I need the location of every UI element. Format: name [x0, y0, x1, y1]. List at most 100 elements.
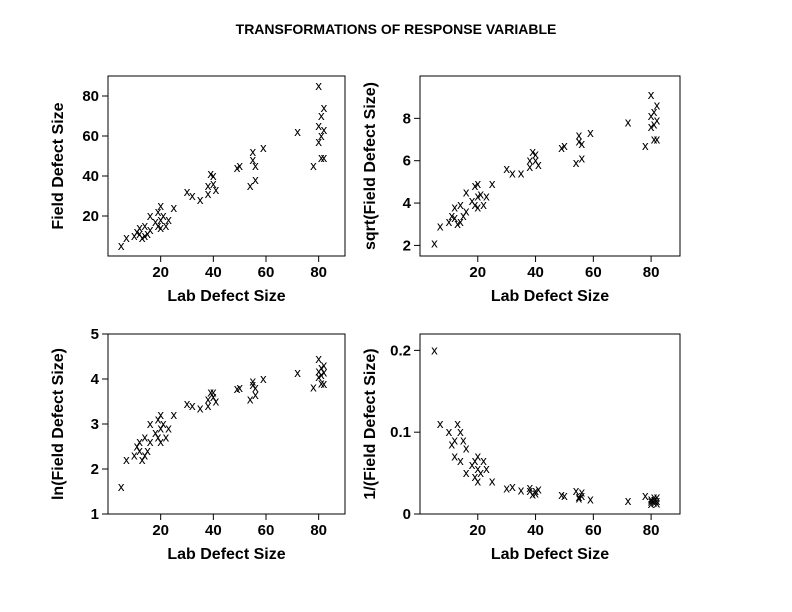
x-tick-label: 20 [469, 522, 486, 539]
x-tick-label: 80 [643, 264, 660, 281]
data-point: x [650, 491, 657, 505]
data-point: x [197, 401, 204, 415]
data-point: x [210, 177, 217, 191]
data-point: x [236, 381, 243, 395]
y-tick-label: 80 [82, 88, 99, 105]
data-point: x [294, 366, 301, 380]
data-point: x [535, 158, 542, 172]
y-tick-label: 60 [82, 128, 99, 145]
data-point: x [529, 145, 536, 159]
data-point: x [503, 482, 510, 496]
data-point: x [653, 133, 660, 147]
data-point: x [454, 217, 461, 231]
data-point: x [471, 198, 478, 212]
x-tick-label: 40 [527, 264, 544, 281]
data-point: x [207, 167, 214, 181]
data-point: x [561, 139, 568, 153]
data-point: x [157, 435, 164, 449]
data-point: x [451, 211, 458, 225]
data-point: x [157, 199, 164, 213]
data-point: x [318, 129, 325, 143]
data-point: x [526, 160, 533, 174]
data-point: x [147, 435, 154, 449]
data-point: x [457, 425, 464, 439]
data-point: x [183, 185, 190, 199]
data-point: x [210, 386, 217, 400]
data-point: x [575, 128, 582, 142]
data-point: x [463, 466, 470, 480]
data-point: x [471, 454, 478, 468]
data-point: x [154, 205, 161, 219]
data-point: x [252, 381, 259, 395]
y-tick-label: 4 [91, 371, 100, 388]
data-point: x [650, 105, 657, 119]
data-point: x [318, 151, 325, 165]
data-point: x [468, 458, 475, 472]
data-point: x [315, 370, 322, 384]
data-point: x [320, 151, 327, 165]
data-point: x [318, 377, 325, 391]
data-point: x [147, 209, 154, 223]
data-point: x [578, 489, 585, 503]
x-axis-label: Lab Defect Size [167, 546, 285, 563]
data-point: x [136, 227, 143, 241]
data-point: x [431, 343, 438, 357]
y-axis-label: 1/(Field Defect Size) [362, 348, 379, 499]
data-point: x [650, 118, 657, 132]
x-tick-label: 60 [585, 264, 602, 281]
data-point: x [648, 88, 655, 102]
data-point: x [518, 166, 525, 180]
data-point: x [457, 454, 464, 468]
x-tick-label: 60 [258, 264, 275, 281]
data-point: x [561, 489, 568, 503]
data-point: x [575, 490, 582, 504]
data-point: x [136, 444, 143, 458]
data-point: x [648, 120, 655, 134]
data-point: x [526, 481, 533, 495]
data-point: x [210, 169, 217, 183]
data-point: x [463, 185, 470, 199]
data-point: x [474, 462, 481, 476]
panel-ln-vs-lab: 20 40 60 80 1 2 3 4 5 Lab Defect Size ln(Field Def… [50, 326, 346, 563]
data-point: x [653, 494, 660, 508]
data-point: x [451, 200, 458, 214]
data-point: x [147, 417, 154, 431]
data-point: x [136, 435, 143, 449]
data-point: x [509, 166, 516, 180]
y-tick-label: 0 [403, 506, 411, 523]
data-point: x [315, 352, 322, 366]
data-point: x [157, 221, 164, 235]
y-tick-label: 6 [403, 153, 411, 170]
data-point: x [144, 444, 151, 458]
data-point: x [249, 378, 256, 392]
plot-frame [107, 75, 346, 257]
data-point: x [448, 437, 455, 451]
data-point: x [205, 187, 212, 201]
data-point: x [457, 198, 464, 212]
data-point: x [252, 159, 259, 173]
data-point: x [532, 154, 539, 168]
data-point: x [477, 188, 484, 202]
data-point: x [165, 213, 172, 227]
data-point: x [170, 201, 177, 215]
data-point: x [471, 179, 478, 193]
data-point: x [648, 495, 655, 509]
data-point: x [624, 116, 631, 130]
y-tick-label: 3 [91, 416, 99, 433]
data-point: x [212, 395, 219, 409]
data-point: x [157, 213, 164, 227]
plot-frame [107, 333, 346, 515]
x-tick-label: 20 [469, 264, 486, 281]
data-point: x [183, 397, 190, 411]
data-point: x [503, 162, 510, 176]
plot-frame [419, 333, 681, 515]
y-axis-label: ln(Field Defect Size) [50, 348, 67, 500]
data-point: x [131, 229, 138, 243]
y-tick-label: 2 [403, 237, 411, 254]
data-point: x [454, 417, 461, 431]
x-tick-label: 60 [585, 522, 602, 539]
data-point: x [144, 227, 151, 241]
data-point: x [197, 193, 204, 207]
data-point: x [650, 496, 657, 510]
y-tick-label: 20 [82, 208, 99, 225]
